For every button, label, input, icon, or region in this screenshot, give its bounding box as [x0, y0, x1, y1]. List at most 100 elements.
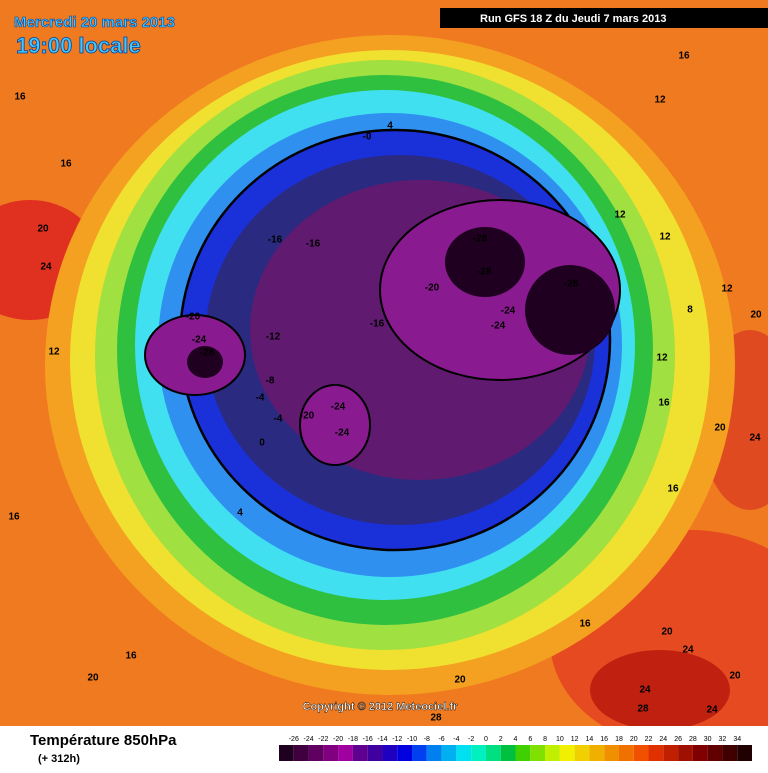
contour-label: -12	[266, 332, 281, 343]
colorbar-label: 8	[543, 736, 547, 743]
colorbar-label: 4	[514, 736, 518, 743]
color-swatch	[456, 745, 472, 761]
cold-core	[187, 346, 223, 378]
contour-label: 16	[60, 159, 72, 170]
colorbar-label: 22	[645, 736, 653, 743]
contour-label: -0	[363, 132, 372, 143]
colorbar-label: -22	[318, 736, 328, 743]
contour-label: 8	[687, 305, 693, 316]
color-swatch	[559, 745, 575, 761]
color-swatch	[633, 745, 649, 761]
run-label: Run GFS 18 Z du Jeudi 7 mars 2013	[480, 13, 666, 25]
contour-label: 8	[457, 9, 463, 20]
color-swatch	[618, 745, 634, 761]
color-swatch	[338, 745, 353, 761]
contour-label: 20	[661, 627, 673, 638]
colorbar-label: 28	[689, 736, 697, 743]
contour-label: -24	[491, 321, 506, 332]
colorbar-label: 24	[659, 736, 667, 743]
colorbar-label: -20	[333, 736, 343, 743]
color-swatch	[279, 745, 294, 761]
contour-label: -20	[300, 411, 315, 422]
colorbar-label: -16	[363, 736, 373, 743]
contour-label: 20	[729, 671, 741, 682]
colorbar-label: 16	[600, 736, 608, 743]
contour-label: 16	[667, 484, 679, 495]
color-swatch	[471, 745, 486, 761]
field-title: Température 850hPa	[30, 732, 177, 749]
colorbar-label: 30	[704, 736, 712, 743]
color-swatch	[707, 745, 723, 761]
colorbar: -26 -24 -22 -20 -18 -16 -14 -12 -10 -8 -6 -4 -2 0 2 4 6 8…	[279, 736, 752, 761]
contour-label: 16	[678, 51, 690, 62]
colorbar-label: -6	[438, 736, 444, 743]
warm-area	[590, 650, 730, 730]
color-swatch	[308, 745, 324, 761]
contour-label: 16	[8, 512, 20, 523]
color-swatch	[530, 745, 546, 761]
colorbar-label: 0	[484, 736, 488, 743]
contour-label: -16	[268, 235, 283, 246]
contour-label: 12	[721, 284, 733, 295]
contour-label: 24	[40, 262, 52, 273]
contour-label: 20	[454, 675, 466, 686]
contour-label: -8	[266, 376, 275, 387]
contour-label: 4	[387, 121, 393, 132]
color-swatch	[500, 745, 516, 761]
colorbar-label: -14	[377, 736, 387, 743]
colorbar-label: 12	[571, 736, 579, 743]
contour-label: -24	[331, 402, 346, 413]
contour-label: 16	[14, 92, 26, 103]
color-swatch	[678, 745, 693, 761]
colorbar-label: -18	[348, 736, 358, 743]
color-swatch	[648, 745, 664, 761]
contour-label: 28	[637, 704, 649, 715]
contour-label: 24	[749, 433, 761, 444]
contour-label: 20	[87, 673, 99, 684]
contour-labels: 8 16 16 -0 4 12 16 12 12 20 24 -16 -16 -28 -28 -28 -20 -2…	[8, 9, 762, 724]
color-swatch	[692, 745, 708, 761]
colorbar-label: 10	[556, 736, 564, 743]
run-bar	[440, 8, 768, 28]
color-swatch	[426, 745, 442, 761]
color-swatch	[412, 745, 427, 761]
contour-label: -28	[473, 234, 488, 245]
colorbar-label: 34	[733, 736, 741, 743]
colorbar-label: -24	[304, 736, 314, 743]
cold-core	[299, 384, 371, 466]
contour-label: 12	[48, 347, 60, 358]
colorbar-label: 20	[630, 736, 638, 743]
colorbar-label: -8	[424, 736, 430, 743]
colorbar-label: -12	[392, 736, 402, 743]
contour-label: -24	[501, 306, 516, 317]
contour-label: 28	[430, 713, 442, 724]
contour-label: 16	[125, 651, 137, 662]
contour-label: 4	[237, 508, 243, 519]
contour-label: 24	[706, 705, 718, 716]
color-swatch	[397, 745, 413, 761]
color-swatch	[382, 745, 398, 761]
colorbar-label: 14	[586, 736, 594, 743]
colorbar-label: -4	[453, 736, 459, 743]
contour-label: -24	[335, 428, 350, 439]
contour-label: 20	[750, 310, 762, 321]
contour-label: -16	[370, 319, 385, 330]
contour-label: -4	[256, 393, 265, 404]
color-swatch	[574, 745, 590, 761]
contour-label: 20	[714, 423, 726, 434]
contour-label: 24	[682, 645, 694, 656]
colorbar-label: 2	[499, 736, 503, 743]
color-swatch	[323, 745, 339, 761]
colorbar-label: 6	[528, 736, 532, 743]
contour-label: 20	[37, 224, 49, 235]
color-swatch	[441, 745, 457, 761]
color-swatch	[545, 745, 560, 761]
color-swatch	[367, 745, 383, 761]
colorbar-label: -26	[289, 736, 299, 743]
contour-label: -28	[200, 348, 215, 359]
contour-label: -16	[306, 239, 321, 250]
contour-label: 0	[259, 438, 265, 449]
contour-label: 12	[654, 95, 666, 106]
time-label: 19:00 locale	[16, 33, 141, 58]
